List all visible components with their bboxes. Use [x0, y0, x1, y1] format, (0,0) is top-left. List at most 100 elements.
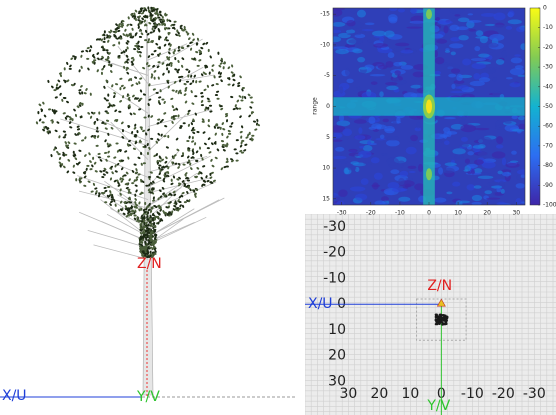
leaf — [151, 27, 154, 31]
heat-texture — [450, 37, 461, 42]
leaf — [166, 67, 169, 71]
heat-texture — [333, 132, 343, 139]
leaf — [167, 31, 171, 34]
leaf — [74, 56, 77, 61]
leaf — [140, 246, 144, 250]
leaf — [114, 28, 118, 31]
heat-texture — [512, 128, 525, 132]
leaf — [110, 126, 114, 130]
heat-texture — [343, 167, 350, 175]
leaf — [256, 118, 259, 122]
heat-texture — [434, 57, 445, 65]
leaf — [151, 253, 154, 257]
leaf — [103, 30, 106, 34]
leaf — [107, 63, 112, 66]
leaf — [144, 23, 147, 27]
heat-texture — [489, 33, 505, 41]
heat-texture — [460, 124, 476, 133]
leaf — [138, 29, 142, 32]
leaf — [164, 13, 168, 17]
heat-texture — [338, 189, 348, 197]
leaf — [237, 82, 241, 85]
leaf — [127, 16, 130, 20]
heat-texture — [390, 169, 400, 175]
leaf — [149, 250, 152, 254]
heat-texture — [406, 26, 423, 29]
leaf — [86, 46, 90, 50]
heat-texture — [333, 21, 346, 27]
leaf — [135, 82, 139, 86]
leaf — [74, 133, 78, 136]
leaf — [120, 51, 124, 54]
leaf — [162, 177, 166, 181]
leaf — [185, 30, 188, 34]
leaf — [181, 47, 185, 50]
leaf — [195, 51, 199, 54]
leaf — [108, 52, 111, 55]
tree-canopy — [434, 322, 438, 326]
leaf — [113, 34, 117, 37]
leaf — [200, 92, 204, 95]
leaf — [149, 171, 153, 174]
leaf — [137, 12, 141, 15]
leaf — [134, 198, 137, 201]
leaf — [56, 150, 59, 154]
leaf — [145, 132, 148, 136]
heat-texture — [408, 170, 416, 174]
heat-texture — [387, 182, 400, 190]
leaf — [46, 130, 50, 133]
leaf — [147, 239, 151, 243]
leaf — [134, 206, 139, 209]
leaf — [65, 115, 70, 118]
leaf — [130, 77, 133, 82]
leaf — [144, 240, 147, 244]
leaf — [182, 163, 186, 166]
leaf — [133, 163, 137, 166]
leaf — [155, 91, 159, 94]
leaf — [138, 108, 142, 111]
heat-texture — [333, 8, 343, 17]
heat-texture — [400, 49, 414, 54]
leaf — [138, 240, 142, 244]
y-label: Y/V — [426, 398, 450, 414]
leaf — [141, 252, 144, 257]
leaf — [133, 179, 136, 183]
leaf — [150, 53, 154, 56]
leaf — [103, 97, 107, 100]
leaf — [141, 180, 145, 183]
leaf — [158, 172, 161, 176]
heat-texture — [393, 61, 403, 67]
leaf — [62, 165, 66, 169]
y-tick-label: 10 — [328, 322, 346, 338]
leaf — [235, 139, 239, 142]
leaf — [138, 208, 141, 212]
leaf — [100, 191, 104, 195]
leaf — [215, 90, 220, 93]
leaf — [225, 165, 229, 168]
x-tick-label: -30 — [337, 210, 347, 217]
leaf — [152, 196, 155, 200]
leaf — [124, 201, 127, 205]
heat-texture — [386, 136, 399, 141]
heat-texture — [477, 151, 488, 157]
heat-texture — [501, 157, 507, 166]
leaf — [120, 22, 124, 26]
leaf — [138, 139, 142, 143]
leaf — [138, 51, 142, 54]
leaf — [137, 19, 141, 22]
leaf — [161, 98, 165, 101]
leaf — [113, 198, 116, 203]
leaf — [89, 160, 92, 163]
leaf — [103, 167, 107, 171]
leaf — [112, 44, 116, 47]
leaf — [257, 123, 261, 127]
leaf — [161, 158, 164, 162]
leaf — [146, 32, 150, 36]
leaf — [177, 68, 180, 72]
heat-texture — [443, 25, 449, 34]
leaf — [173, 20, 177, 23]
leaf — [139, 97, 143, 100]
heat-texture — [333, 171, 338, 178]
leaf — [191, 126, 195, 130]
heat-texture — [389, 8, 398, 12]
